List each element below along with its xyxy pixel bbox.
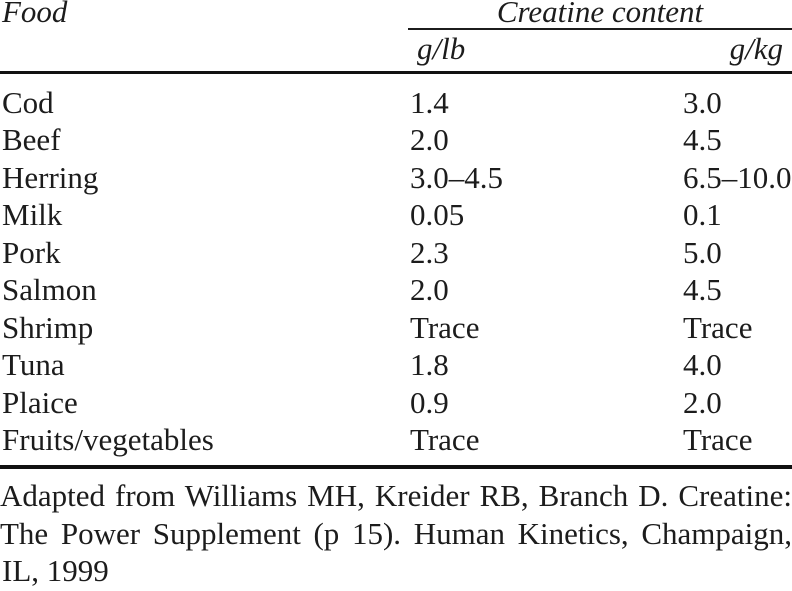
table-row: Herring 3.0–4.5 6.5–10.0 xyxy=(0,159,792,196)
food-cell: Fruits/vegetables xyxy=(2,421,214,457)
g-kg-cell: 5.0 xyxy=(683,234,722,270)
g-kg-cell: 6.5–10.0 xyxy=(683,159,792,195)
g-lb-cell: 2.3 xyxy=(410,234,449,270)
table-row: Fruits/vegetables Trace Trace xyxy=(0,421,792,458)
table-row: Salmon 2.0 4.5 xyxy=(0,271,792,308)
header-bottom-rule xyxy=(0,71,792,74)
source-footnote: Adapted from Williams MH, Kreider RB, Br… xyxy=(0,477,792,590)
footnote-line: IL, 1999 xyxy=(2,553,109,588)
g-lb-cell: 2.0 xyxy=(410,122,449,158)
food-cell: Herring xyxy=(2,159,99,195)
spanner-underline-rule xyxy=(408,28,792,30)
column-header-food: Food xyxy=(2,0,68,29)
g-kg-cell: 4.5 xyxy=(683,272,722,308)
g-lb-cell: 1.4 xyxy=(410,85,449,120)
g-lb-cell: Trace xyxy=(410,421,480,457)
table-row: Pork 2.3 5.0 xyxy=(0,234,792,271)
footnote-line: The Power Supplement (p 15). Human Kinet… xyxy=(0,515,792,551)
food-cell: Cod xyxy=(2,85,54,120)
g-kg-cell: Trace xyxy=(683,309,753,345)
table-row: Tuna 1.8 4.0 xyxy=(0,346,792,383)
subheader-g-per-lb: g/lb xyxy=(417,31,466,66)
table-body: Cod 1.4 3.0 Beef 2.0 4.5 Herring 3.0–4.5… xyxy=(0,84,792,458)
food-cell: Tuna xyxy=(2,347,65,383)
table-row: Shrimp Trace Trace xyxy=(0,309,792,346)
table-row: Cod 1.4 3.0 xyxy=(0,84,792,121)
subheader-g-per-kg: g/kg xyxy=(729,31,783,66)
food-cell: Milk xyxy=(2,197,63,233)
g-kg-cell: 3.0 xyxy=(683,85,722,120)
g-lb-cell: 0.05 xyxy=(410,197,465,233)
table-bottom-rule xyxy=(0,465,792,469)
food-cell: Beef xyxy=(2,122,61,158)
g-lb-cell: 3.0–4.5 xyxy=(410,159,503,195)
g-lb-cell: Trace xyxy=(410,309,480,345)
table-row: Milk 0.05 0.1 xyxy=(0,196,792,233)
g-kg-cell: 4.0 xyxy=(683,347,722,383)
food-cell: Salmon xyxy=(2,272,97,308)
g-lb-cell: 2.0 xyxy=(410,272,449,308)
spanner-header-creatine-content: Creatine content xyxy=(496,0,704,29)
table-row: Plaice 0.9 2.0 xyxy=(0,384,792,421)
g-kg-cell: 2.0 xyxy=(683,384,722,420)
table-row: Beef 2.0 4.5 xyxy=(0,121,792,158)
g-lb-cell: 0.9 xyxy=(410,384,449,420)
food-cell: Plaice xyxy=(2,384,78,420)
footnote-line: Adapted from Williams MH, Kreider RB, Br… xyxy=(0,478,792,513)
g-kg-cell: 4.5 xyxy=(683,122,722,158)
g-kg-cell: Trace xyxy=(683,421,753,457)
g-lb-cell: 1.8 xyxy=(410,347,449,383)
food-cell: Pork xyxy=(2,234,61,270)
g-kg-cell: 0.1 xyxy=(683,197,722,233)
food-cell: Shrimp xyxy=(2,309,94,345)
